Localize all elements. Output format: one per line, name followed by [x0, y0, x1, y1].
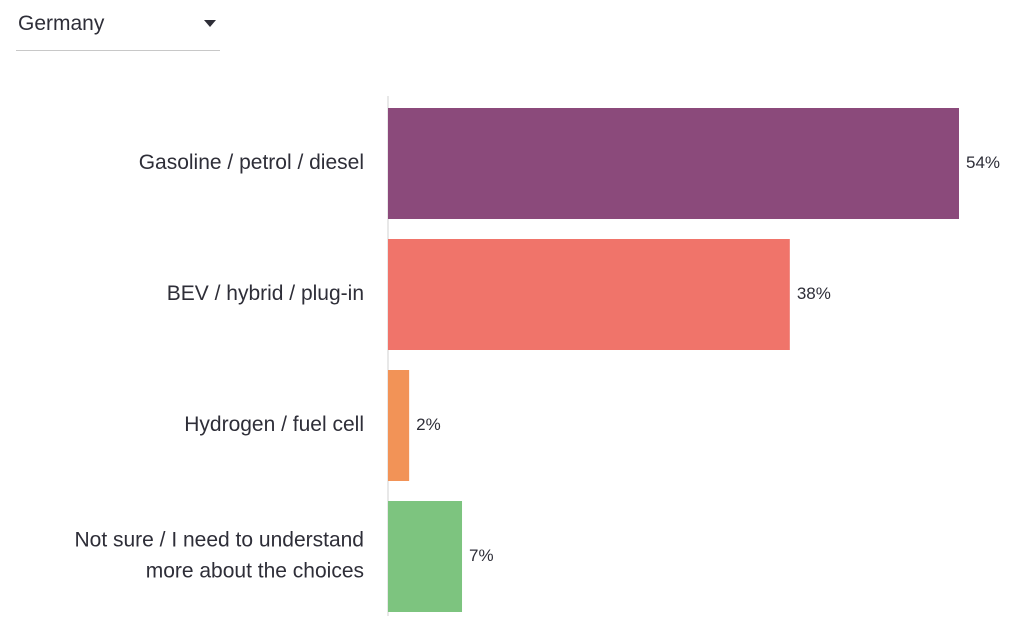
- bar[interactable]: [388, 370, 410, 481]
- category-label-line: Gasoline / petrol / diesel: [139, 151, 364, 174]
- category-label: BEV / hybrid / plug-in: [167, 282, 364, 305]
- category-label-line: Not sure / I need to understand: [74, 529, 364, 552]
- bar[interactable]: [388, 108, 959, 219]
- caret-down-icon[interactable]: [204, 20, 216, 27]
- category-label-line: BEV / hybrid / plug-in: [167, 282, 364, 305]
- country-select-value: Germany: [18, 12, 105, 35]
- category-label: Gasoline / petrol / diesel: [139, 151, 364, 174]
- category-label: Not sure / I need to understand more abou…: [74, 529, 364, 583]
- bar-value-label: 38%: [797, 284, 831, 303]
- bar-value-label: 7%: [469, 546, 494, 565]
- category-label-line: Hydrogen / fuel cell: [184, 413, 364, 436]
- category-label: Hydrogen / fuel cell: [184, 413, 364, 436]
- bar-value-label: 54%: [966, 153, 1000, 172]
- bar[interactable]: [388, 239, 790, 350]
- country-select[interactable]: Germany: [16, 8, 220, 51]
- bar[interactable]: [388, 501, 463, 612]
- category-label-line: more about the choices: [146, 560, 364, 583]
- bar-value-label: 2%: [416, 415, 441, 434]
